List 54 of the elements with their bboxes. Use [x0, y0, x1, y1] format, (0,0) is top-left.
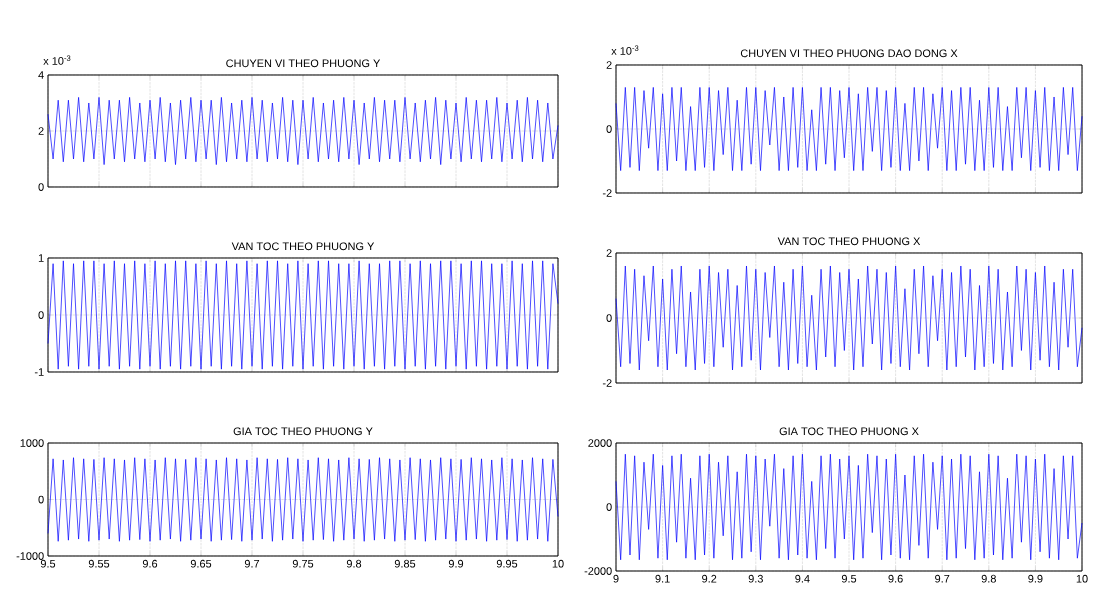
x-tick-label: 9.4: [795, 574, 810, 583]
chart-title: VAN TOC THEO PHUONG X: [777, 237, 921, 246]
x-tick-label: 9.1: [655, 574, 670, 583]
chart-title: GIA TOC THEO PHUONG Y: [233, 427, 373, 436]
y-tick-label: 0: [606, 503, 612, 511]
line-series: [47, 97, 559, 165]
x-tick-label: 9.9: [448, 559, 464, 568]
x-tick-label: 9.9: [1028, 574, 1043, 583]
line-series: [615, 87, 1083, 171]
y-tick-label: 0: [38, 495, 44, 504]
x-tick-label: 9.95: [496, 559, 518, 568]
chart-title: CHUYEN VI THEO PHUONG DAO DONG X: [740, 49, 958, 58]
chart-title: GIA TOC THEO PHUONG X: [779, 427, 919, 436]
line-series: [47, 260, 559, 370]
chart-title: VAN TOC THEO PHUONG Y: [231, 242, 375, 251]
y-tick-label: -2: [602, 189, 612, 197]
line-series: [47, 457, 559, 542]
x-tick-label: 9.55: [88, 559, 110, 568]
text: x 10$^{-3}$: [43, 55, 71, 65]
y-tick-label: 2: [38, 127, 44, 135]
line-series: [615, 265, 1083, 371]
y-tick-label: 0: [606, 125, 612, 133]
x-tick-label: 9.2: [702, 574, 717, 583]
x-tick-label: 9.5: [40, 559, 56, 568]
x-tick-label: 9.6: [888, 574, 903, 583]
x-tick-label: 9.8: [346, 559, 362, 568]
x-tick-label: 9.65: [190, 559, 212, 568]
y-tick-label: 0: [38, 311, 44, 319]
y-tick-label: 2: [606, 61, 612, 69]
y-tick-label: -2000: [584, 567, 612, 575]
y-tick-label: -1: [34, 368, 44, 376]
line-series: [615, 453, 1083, 561]
x-tick-label: 9.85: [394, 559, 416, 568]
chart-title: CHUYEN VI THEO PHUONG Y: [226, 59, 381, 68]
x-tick-label: 9.5: [841, 574, 857, 583]
x-tick-label: 9.6: [142, 559, 158, 568]
y-tick-label: 0: [606, 314, 612, 322]
x-tick-label: 9.7: [244, 559, 260, 568]
y-tick-label: 1000: [20, 439, 44, 447]
y-tick-label: 4: [38, 71, 44, 79]
x-tick-label: 9.7: [935, 574, 950, 583]
x-tick-label: 9.75: [292, 559, 314, 568]
y-tick-label: 1: [38, 254, 44, 262]
x-tick-label: 9.3: [748, 574, 763, 583]
x-tick-label: 9: [613, 574, 619, 583]
x-tick-label: 10: [552, 559, 564, 568]
y-tick-label: 0: [38, 183, 44, 191]
x-tick-label: 9.8: [981, 574, 996, 583]
text: x 10$^{-3}$: [611, 45, 639, 55]
x-tick-label: 10: [1076, 574, 1088, 583]
y-tick-label: 2000: [588, 439, 612, 447]
y-tick-label: 2: [606, 249, 612, 257]
y-tick-label: -2: [602, 379, 612, 387]
y-tick-label: -1000: [16, 552, 44, 560]
